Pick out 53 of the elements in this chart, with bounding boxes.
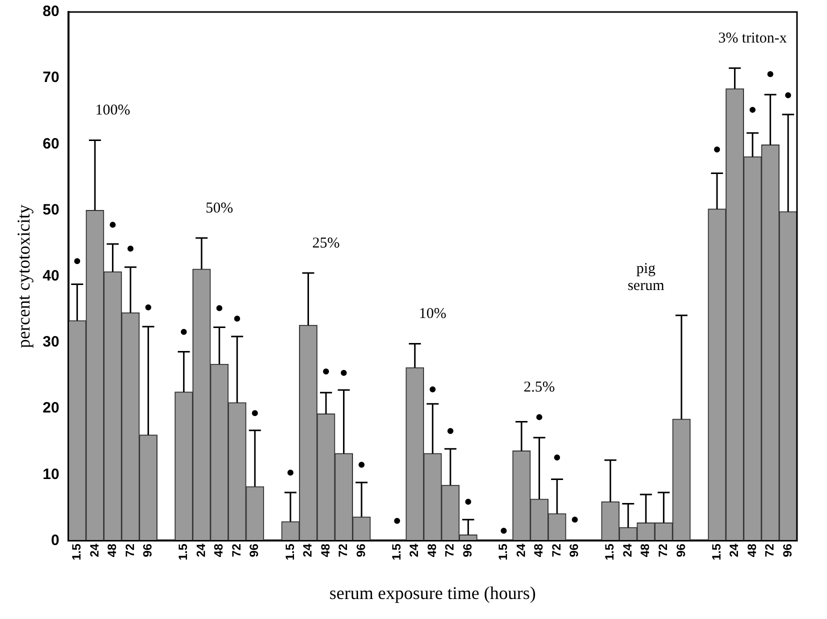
x-tick-label: 24 bbox=[407, 543, 422, 558]
x-tick-label: 72 bbox=[229, 543, 244, 558]
x-tick-label: 48 bbox=[318, 543, 332, 558]
x-tick-label: 24 bbox=[300, 543, 315, 558]
x-tick-label: 72 bbox=[549, 543, 564, 558]
y-tick-label: 10 bbox=[42, 466, 60, 483]
y-tick-label: 70 bbox=[42, 69, 60, 86]
x-tick-label: 1.5 bbox=[709, 543, 724, 560]
x-tick-label: 96 bbox=[780, 543, 794, 558]
y-tick-label: 50 bbox=[42, 201, 60, 218]
annotation: 100% bbox=[95, 102, 130, 119]
x-tick-label: 72 bbox=[442, 543, 457, 558]
x-tick-label: 1.5 bbox=[496, 543, 510, 560]
x-axis-title: serum exposure time (hours) bbox=[329, 582, 536, 603]
x-tick-label: 1.5 bbox=[389, 543, 404, 560]
x-tick-label: 72 bbox=[656, 543, 670, 558]
annotation: pig serum bbox=[628, 260, 665, 294]
x-tick-label: 1.5 bbox=[176, 543, 190, 560]
x-tick-label: 96 bbox=[674, 543, 688, 558]
y-tick-label: 60 bbox=[42, 135, 60, 152]
x-tick-label: 96 bbox=[140, 543, 155, 558]
x-tick-label: 72 bbox=[336, 543, 350, 558]
x-tick-label: 24 bbox=[87, 543, 102, 558]
x-tick-label: 48 bbox=[532, 543, 546, 558]
x-tick-label: 72 bbox=[122, 543, 137, 558]
x-tick-label: 48 bbox=[744, 543, 759, 558]
x-tick-label: 24 bbox=[514, 543, 528, 558]
x-tick-label: 96 bbox=[247, 543, 262, 558]
x-tick-label: 48 bbox=[638, 543, 652, 558]
x-tick-label: 24 bbox=[727, 543, 742, 558]
y-tick-label: 40 bbox=[42, 268, 60, 284]
x-tick-label: 96 bbox=[460, 543, 474, 558]
x-tick-label: 48 bbox=[424, 543, 439, 558]
annotation: 2.5% bbox=[524, 380, 555, 396]
x-tick-label: 24 bbox=[620, 543, 634, 558]
annotation: 50% bbox=[206, 200, 234, 216]
y-tick-label: 30 bbox=[42, 334, 60, 351]
x-tick-label: 24 bbox=[194, 543, 208, 558]
y-tick-label: 80 bbox=[42, 3, 60, 20]
x-tick-label: 1.5 bbox=[282, 543, 297, 560]
x-tick-label: 96 bbox=[567, 543, 582, 558]
x-tick-label: 1.5 bbox=[69, 543, 84, 560]
annotation: 3% triton-x bbox=[718, 30, 788, 47]
y-axis-title: percent cytotoxicity bbox=[14, 204, 34, 348]
x-tick-label: 96 bbox=[354, 543, 368, 558]
annotation: 10% bbox=[418, 306, 446, 322]
x-tick-label: 1.5 bbox=[602, 543, 617, 560]
x-tick-label: 48 bbox=[105, 543, 120, 558]
y-tick-label: 20 bbox=[42, 400, 60, 417]
annotation: 25% bbox=[312, 235, 340, 252]
x-tick-label: 72 bbox=[762, 543, 777, 558]
y-tick-label: 0 bbox=[50, 532, 60, 549]
x-tick-label: 48 bbox=[212, 543, 226, 558]
